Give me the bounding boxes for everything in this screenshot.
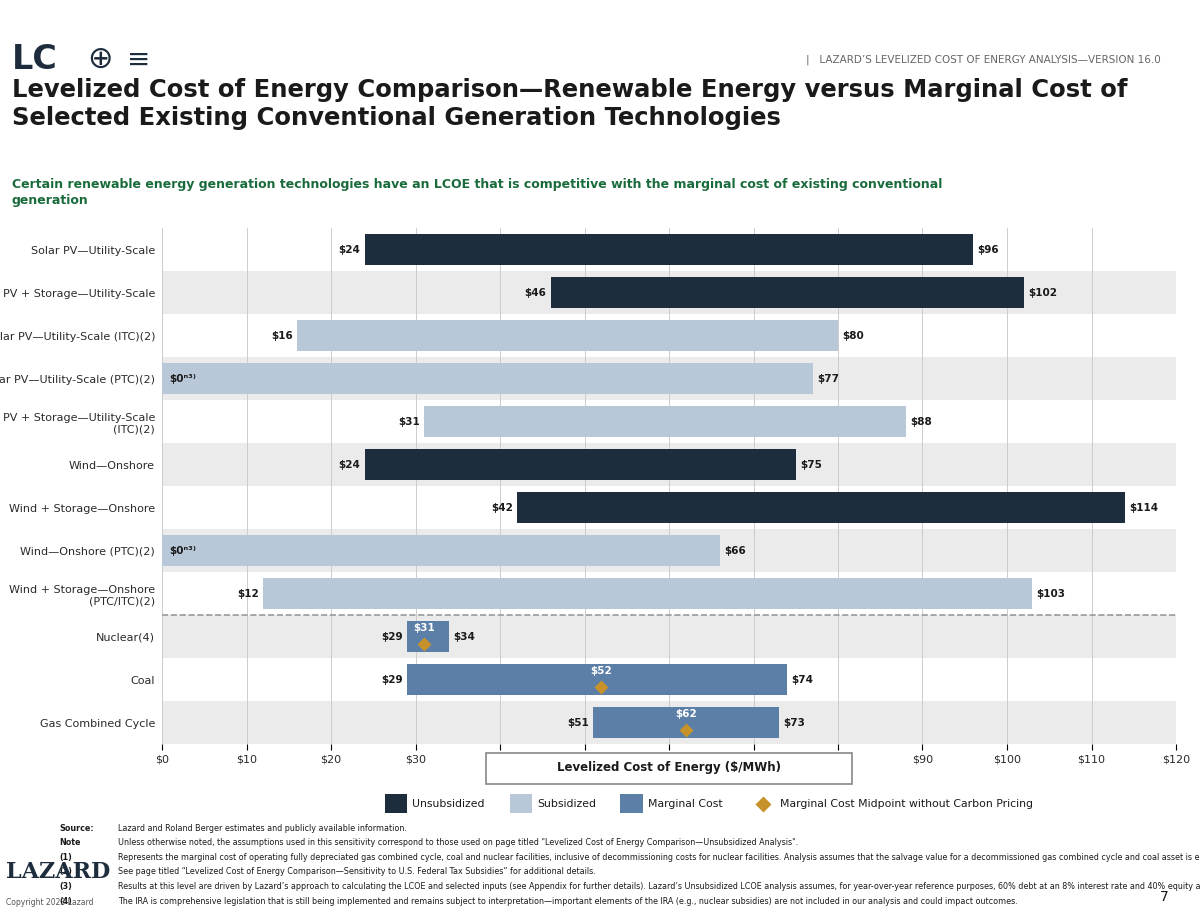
Text: $29: $29 [382, 632, 403, 642]
Text: $75: $75 [800, 459, 822, 469]
Text: ⊕: ⊕ [88, 45, 113, 74]
Bar [162, 357, 1176, 400]
Text: Levelized Cost of
New-Build Wind and
Solar: Levelized Cost of New-Build Wind and Sol… [10, 400, 152, 443]
Text: (4): (4) [59, 897, 72, 906]
Text: |   LAZARD’S LEVELIZED COST OF ENERGY ANALYSIS—VERSION 16.0: | LAZARD’S LEVELIZED COST OF ENERGY ANAL… [806, 54, 1160, 65]
Bar [162, 314, 1176, 357]
Text: $66: $66 [724, 546, 745, 556]
Text: Marginal Cost Midpoint without Carbon Pricing: Marginal Cost Midpoint without Carbon Pr… [780, 799, 1032, 809]
Text: $114: $114 [1129, 503, 1159, 513]
Bar [162, 530, 1176, 572]
Bar [365, 449, 796, 480]
Text: $73: $73 [784, 718, 805, 728]
Text: Source:: Source: [59, 824, 94, 833]
Text: Marginal Cost: Marginal Cost [648, 799, 722, 809]
Text: ≡: ≡ [127, 46, 150, 73]
Text: Note: Note [59, 838, 80, 847]
Text: $31: $31 [413, 624, 434, 634]
Bar [385, 794, 407, 813]
Text: $102: $102 [1028, 288, 1057, 298]
Text: $46: $46 [524, 288, 546, 298]
Text: $16: $16 [271, 331, 293, 341]
Bar [162, 271, 1176, 314]
Text: $12: $12 [238, 589, 259, 599]
Text: $80: $80 [842, 331, 864, 341]
Text: $103: $103 [1037, 589, 1066, 599]
Text: 7: 7 [1159, 890, 1169, 904]
Bar [162, 487, 1176, 530]
Bar [298, 320, 838, 352]
Text: Subsidized: Subsidized [538, 799, 596, 809]
Bar [162, 701, 1176, 744]
Text: Copyright 2023 Lazard: Copyright 2023 Lazard [6, 897, 94, 907]
Bar [424, 406, 906, 437]
Bar [510, 794, 532, 813]
Text: (2): (2) [59, 867, 72, 876]
Text: $88: $88 [910, 416, 931, 426]
Bar [162, 443, 1176, 487]
Text: Certain renewable energy generation technologies have an LCOE that is competitiv: Certain renewable energy generation tech… [12, 178, 942, 207]
FancyBboxPatch shape [486, 752, 852, 783]
Text: See page titled “Levelized Cost of Energy Comparison—Sensitivity to U.S. Federal: See page titled “Levelized Cost of Energ… [118, 867, 595, 876]
Text: (3): (3) [59, 882, 72, 891]
Text: $77: $77 [817, 373, 839, 383]
Text: Levelized Cost of Energy Comparison—Renewable Energy versus Marginal Cost of
Sel: Levelized Cost of Energy Comparison—Rene… [12, 78, 1128, 131]
Bar [162, 228, 1176, 271]
Text: Levelized Cost of Energy ($/MWh): Levelized Cost of Energy ($/MWh) [557, 761, 781, 773]
Text: The IRA is comprehensive legislation that is still being implemented and remains: The IRA is comprehensive legislation tha… [118, 897, 1018, 906]
Bar [264, 578, 1032, 609]
Bar [593, 708, 779, 738]
Text: LAZARD: LAZARD [6, 861, 110, 883]
Bar [620, 794, 643, 813]
Bar [162, 658, 1176, 701]
Text: $51: $51 [566, 718, 589, 728]
Text: $0ⁿ³⁾: $0ⁿ³⁾ [169, 373, 196, 383]
Text: Unless otherwise noted, the assumptions used in this sensitivity correspond to t: Unless otherwise noted, the assumptions … [118, 838, 798, 847]
Text: Unsubsidized: Unsubsidized [413, 799, 485, 809]
Bar [365, 235, 973, 265]
Text: $0ⁿ³⁾: $0ⁿ³⁾ [169, 546, 196, 556]
Bar [162, 400, 1176, 443]
Text: Represents the marginal cost of operating fully depreciated gas combined cycle, : Represents the marginal cost of operatin… [118, 853, 1200, 862]
Bar [162, 363, 812, 394]
Text: $62: $62 [676, 709, 697, 719]
Bar [162, 615, 1176, 658]
Text: Marginal Cost of
Selected Existing
Conventional
Generation¹: Marginal Cost of Selected Existing Conve… [24, 651, 138, 708]
Bar [162, 535, 720, 566]
Text: $34: $34 [454, 632, 475, 642]
Text: LC: LC [12, 43, 58, 76]
Text: (1): (1) [59, 853, 72, 862]
Bar [407, 621, 449, 652]
Bar [162, 572, 1176, 615]
Bar [407, 664, 787, 695]
Text: Lazard and Roland Berger estimates and publicly available information.: Lazard and Roland Berger estimates and p… [118, 824, 407, 833]
Text: $42: $42 [491, 503, 512, 513]
Text: Results at this level are driven by Lazard’s approach to calculating the LCOE an: Results at this level are driven by Laza… [118, 882, 1200, 891]
Text: $96: $96 [978, 245, 1000, 255]
Text: $24: $24 [338, 459, 360, 469]
Text: $31: $31 [398, 416, 420, 426]
Text: $24: $24 [338, 245, 360, 255]
Text: $52: $52 [590, 666, 612, 677]
Text: $74: $74 [792, 675, 814, 685]
Bar [551, 278, 1024, 309]
Text: $29: $29 [382, 675, 403, 685]
Bar [517, 492, 1126, 523]
